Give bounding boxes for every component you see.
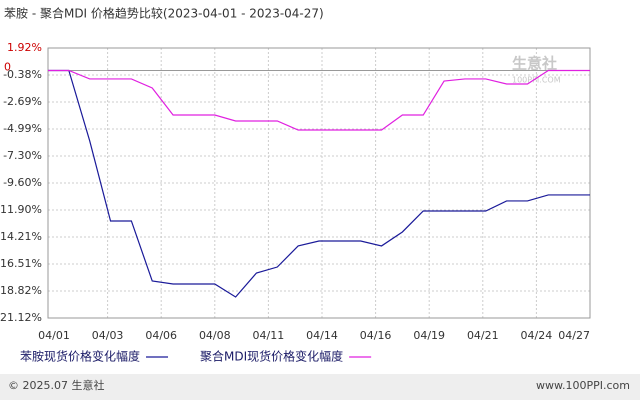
footer-right: www.100PPI.com [536, 379, 630, 392]
y-tick-label: -2.69% [3, 95, 42, 108]
x-tick-label: 04/21 [467, 329, 499, 342]
footer-bar [0, 374, 640, 400]
x-tick-label: 04/16 [360, 329, 392, 342]
x-tick-label: 04/19 [413, 329, 445, 342]
y-tick-label: -14.21% [0, 230, 42, 243]
x-tick-label: 04/24 [521, 329, 553, 342]
x-tick-label: 04/11 [253, 329, 285, 342]
watermark: 生意社 [512, 55, 557, 73]
zero-label: 0 [4, 61, 11, 74]
y-tick-label: -11.90% [0, 203, 42, 216]
plot-frame [47, 47, 591, 319]
series-line [48, 69, 590, 298]
x-tick-label: 04/03 [92, 329, 124, 342]
y-tick-label: -9.60% [3, 176, 42, 189]
y-tick-label: 1.92% [7, 41, 42, 54]
legend-label: 聚合MDI现货价格变化幅度 [200, 349, 343, 364]
y-tick-label: -16.51% [0, 257, 42, 270]
x-tick-label: 04/01 [38, 329, 70, 342]
x-tick-label: 04/06 [145, 329, 177, 342]
legend-label: 苯胺现货价格变化幅度 [20, 349, 140, 364]
footer-left: © 2025.07 生意社 [8, 378, 104, 392]
y-tick-label: -21.12% [0, 311, 42, 324]
y-tick-label: -18.82% [0, 284, 42, 297]
y-tick-label: -4.99% [3, 122, 42, 135]
x-tick-label: 04/14 [306, 329, 338, 342]
x-tick-label: 04/08 [199, 329, 231, 342]
series-line [48, 69, 590, 131]
x-tick-label: 04/27 [558, 329, 590, 342]
y-tick-label: -0.38% [3, 68, 42, 81]
chart-title: 苯胺 - 聚合MDI 价格趋势比较(2023-04-01 - 2023-04-2… [4, 6, 324, 21]
y-tick-label: -7.30% [3, 149, 42, 162]
